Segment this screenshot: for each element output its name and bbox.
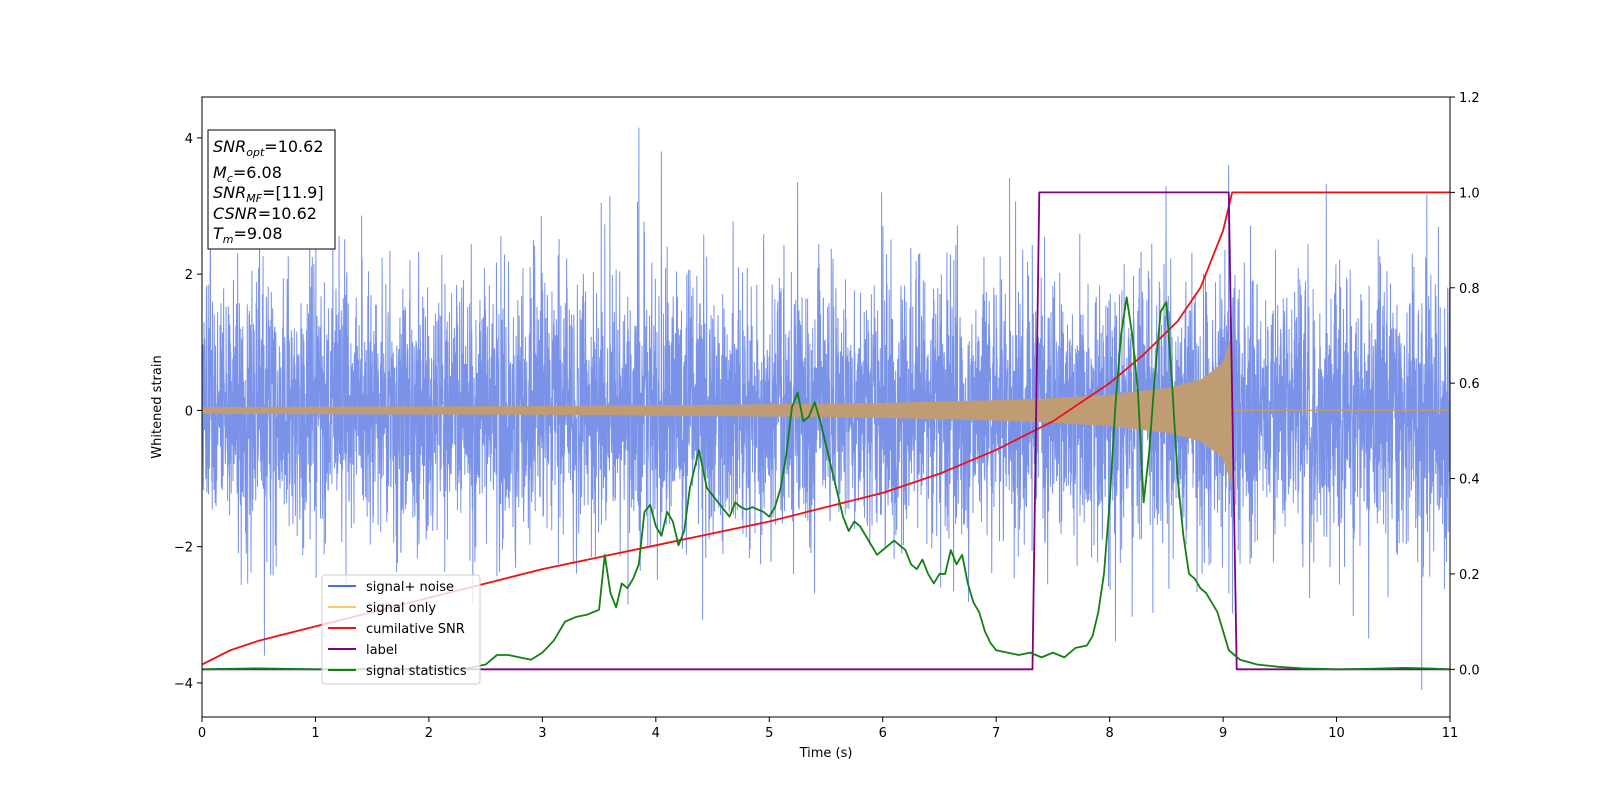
info-mc: Mc=6.08 xyxy=(213,163,282,185)
x-tick-label: 1 xyxy=(311,726,319,741)
legend: signal+ noise signal only cumilative SNR… xyxy=(321,574,481,685)
y2-tick-label: 1.0 xyxy=(1459,186,1480,201)
info-box: SNRopt=10.62 Mc=6.08 SNRMF=[11.9] CSNR=1… xyxy=(207,129,336,250)
y-axis-left: 4 2 0 −2 −4 xyxy=(174,132,202,692)
info-tm: Tm=9.08 xyxy=(213,224,283,246)
series-signal-statistics xyxy=(202,296,1450,671)
y2-tick-label: 0.4 xyxy=(1459,473,1480,488)
y2-tick-label: 0.2 xyxy=(1459,568,1480,583)
legend-label-signal-noise: signal+ noise xyxy=(366,580,454,595)
x-tick-label: 11 xyxy=(1442,726,1459,741)
y-tick-label: −4 xyxy=(174,677,193,692)
y-tick-label: 4 xyxy=(185,132,193,147)
series-signal-only xyxy=(202,332,1450,489)
x-tick-label: 6 xyxy=(879,726,887,741)
info-snr-opt: SNRopt=10.62 xyxy=(213,137,324,159)
y2-tick-label: 0.0 xyxy=(1459,663,1480,678)
y-tick-label: −2 xyxy=(174,541,193,556)
legend-label-signal-only: signal only xyxy=(366,601,436,616)
x-axis-title: Time (s) xyxy=(799,746,853,761)
x-tick-label: 5 xyxy=(765,726,773,741)
y-tick-label: 2 xyxy=(185,268,193,283)
y-axis-title: Whitened strain xyxy=(150,355,165,458)
legend-label-cumulative-snr: cumilative SNR xyxy=(366,622,465,637)
x-axis: 0 1 2 3 4 5 6 7 8 9 10 11 xyxy=(198,717,1458,741)
y-tick-label: 0 xyxy=(185,404,193,419)
legend-label-label: label xyxy=(366,643,397,658)
x-tick-label: 8 xyxy=(1105,726,1113,741)
series-label xyxy=(202,191,1450,671)
y2-tick-label: 0.6 xyxy=(1459,377,1480,392)
legend-label-signal-statistics: signal statistics xyxy=(366,664,467,679)
x-tick-label: 9 xyxy=(1219,726,1227,741)
signal-statistics-line xyxy=(202,296,1450,671)
plot-frame xyxy=(201,96,1451,718)
label-line xyxy=(202,191,1450,671)
signal-only-envelope xyxy=(202,332,1233,489)
y2-tick-label: 1.2 xyxy=(1459,91,1480,106)
info-snr-mf: SNRMF=[11.9] xyxy=(213,183,324,205)
x-tick-label: 3 xyxy=(538,726,546,741)
x-tick-label: 10 xyxy=(1328,726,1345,741)
y2-tick-label: 0.8 xyxy=(1459,282,1480,297)
x-tick-label: 0 xyxy=(198,726,206,741)
x-tick-label: 7 xyxy=(992,726,1000,741)
legend-frame xyxy=(321,574,481,685)
x-tick-label: 2 xyxy=(425,726,433,741)
info-csnr: CSNR=10.62 xyxy=(213,204,317,223)
info-box-frame xyxy=(207,129,336,250)
x-tick-label: 4 xyxy=(652,726,660,741)
y-axis-right: 1.2 1.0 0.8 0.6 0.4 0.2 0.0 xyxy=(1450,91,1480,678)
